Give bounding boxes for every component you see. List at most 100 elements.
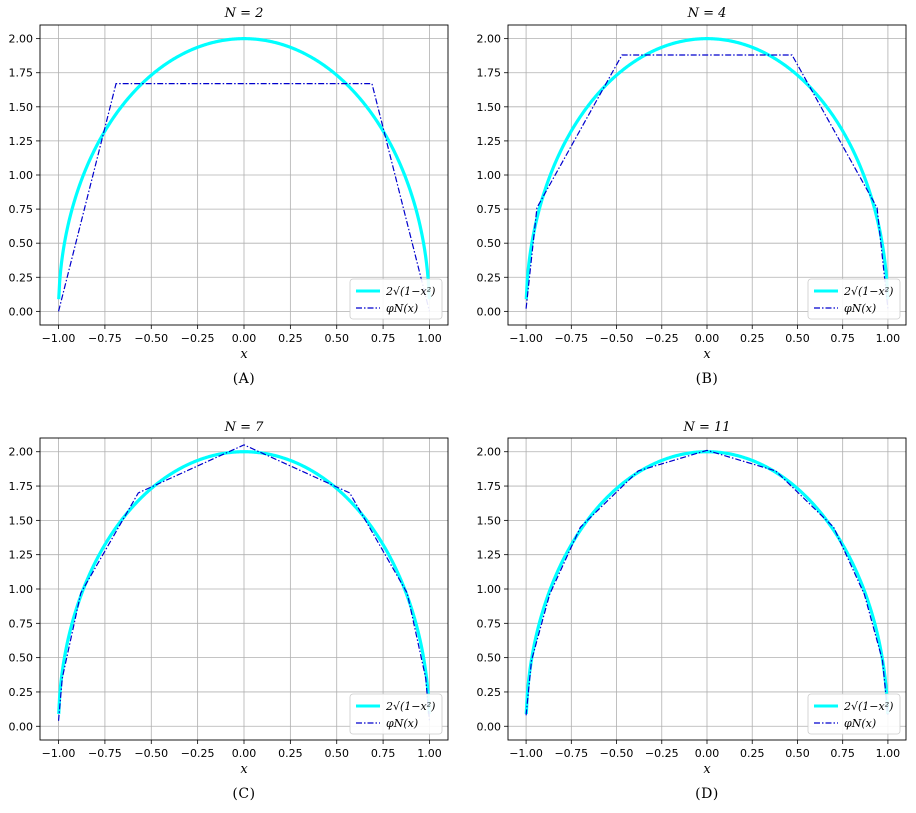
x-tick-label: −1.00: [509, 332, 543, 345]
y-tick-label: 0.25: [477, 686, 502, 699]
legend-box: [807, 693, 901, 735]
legend-label-exact: 2√(1−x²): [385, 285, 435, 298]
x-axis-label: x: [240, 347, 248, 362]
x-tick-label: −0.75: [554, 332, 588, 345]
panel-caption: (B): [696, 371, 719, 387]
y-tick-label: 2.00: [477, 33, 502, 46]
legend: 2√(1−x²) φN(x): [807, 278, 901, 320]
x-tick-label: 0.75: [830, 747, 855, 760]
legend-box: [807, 278, 901, 320]
x-tick-label: −0.50: [600, 747, 634, 760]
x-tick-label: 0.25: [278, 747, 303, 760]
x-tick-label: −0.25: [645, 747, 679, 760]
x-tick-label: −1.00: [42, 747, 76, 760]
x-tick-label: −0.75: [554, 747, 588, 760]
x-tick-label: 0.25: [278, 332, 303, 345]
x-tick-label: −1.00: [42, 332, 76, 345]
axes-frame: [39, 437, 449, 741]
axes-frame: [507, 437, 907, 741]
y-tick-label: 0.25: [9, 686, 34, 699]
y-tick-label: 1.50: [9, 101, 34, 114]
legend-label-exact: 2√(1−x²): [843, 285, 893, 298]
y-tick-label: 1.50: [477, 101, 502, 114]
y-tick-label: 0.50: [477, 652, 502, 665]
x-tick-label: 0.75: [371, 332, 396, 345]
panel-title: N = 2: [224, 6, 264, 21]
panel-title: N = 11: [682, 420, 730, 435]
x-tick-label: −1.00: [509, 747, 543, 760]
legend: 2√(1−x²) φN(x): [807, 693, 901, 735]
y-tick-label: 1.75: [9, 67, 34, 80]
y-tick-label: 1.00: [9, 169, 34, 182]
axes-frame: [39, 24, 449, 326]
legend-label-exact: 2√(1−x²): [843, 700, 893, 713]
x-tick-label: 0.75: [830, 332, 855, 345]
y-tick-label: 1.25: [477, 549, 502, 562]
panel-caption: (C): [232, 786, 255, 802]
y-tick-label: 0.75: [477, 617, 502, 630]
legend-box: [349, 693, 443, 735]
y-tick-label: 1.25: [9, 549, 34, 562]
x-tick-label: 1.00: [417, 332, 442, 345]
x-axis-label: x: [703, 762, 711, 777]
series-phi-approx: [57, 444, 431, 721]
panel-caption: (A): [233, 371, 256, 387]
y-tick-label: 0.50: [9, 237, 34, 250]
y-tick-label: 1.25: [477, 135, 502, 148]
x-tick-label: 0.25: [740, 747, 765, 760]
x-tick-label: 0.50: [785, 747, 810, 760]
legend-label-phi: φN(x): [386, 717, 418, 730]
x-tick-label: 0.00: [695, 747, 720, 760]
x-tick-label: −0.25: [645, 332, 679, 345]
y-tick-label: 0.00: [9, 305, 34, 318]
y-tick-label: 1.00: [477, 583, 502, 596]
x-tick-label: −0.50: [600, 332, 634, 345]
legend-box: [349, 278, 443, 320]
x-tick-label: 1.00: [876, 332, 901, 345]
x-tick-label: −0.25: [181, 747, 215, 760]
x-tick-label: 0.00: [695, 332, 720, 345]
y-tick-label: 1.75: [9, 480, 34, 493]
x-tick-label: 0.50: [785, 332, 810, 345]
series-exact-curve: [57, 450, 431, 715]
series-phi-approx: [525, 449, 889, 716]
x-tick-label: 0.50: [324, 747, 349, 760]
series-phi-approx: [525, 54, 889, 309]
legend-label-exact: 2√(1−x²): [385, 700, 435, 713]
y-tick-label: 0.75: [9, 203, 34, 216]
x-tick-label: 0.25: [740, 332, 765, 345]
panel-title: N = 7: [224, 420, 265, 435]
y-tick-label: 2.00: [9, 446, 34, 459]
x-tick-label: −0.75: [88, 747, 122, 760]
x-tick-label: −0.75: [88, 332, 122, 345]
series-exact-curve: [57, 37, 431, 300]
legend-label-phi: φN(x): [844, 302, 876, 315]
y-tick-label: 0.75: [9, 617, 34, 630]
y-tick-label: 1.50: [9, 514, 34, 527]
y-tick-label: 2.00: [477, 446, 502, 459]
y-tick-label: 0.50: [9, 652, 34, 665]
y-tick-label: 0.75: [477, 203, 502, 216]
x-tick-label: 0.50: [324, 332, 349, 345]
panel-title: N = 4: [687, 6, 727, 21]
y-tick-label: 0.00: [477, 305, 502, 318]
y-tick-label: 0.00: [9, 720, 34, 733]
y-tick-label: 1.50: [477, 514, 502, 527]
legend: 2√(1−x²) φN(x): [349, 693, 443, 735]
x-tick-label: 0.00: [232, 747, 257, 760]
series-phi-approx: [57, 83, 431, 312]
x-axis-label: x: [240, 762, 248, 777]
x-tick-label: −0.50: [134, 332, 168, 345]
x-tick-label: 1.00: [876, 747, 901, 760]
x-tick-label: −0.25: [181, 332, 215, 345]
y-tick-label: 0.25: [9, 271, 34, 284]
panel-caption: (D): [695, 786, 719, 802]
series-exact-curve: [524, 37, 890, 300]
y-tick-label: 0.25: [477, 271, 502, 284]
y-tick-label: 1.00: [9, 583, 34, 596]
y-tick-label: 1.00: [477, 169, 502, 182]
chart-panel-b: −1.00 −0.75 −0.50 −0.25 0.00 0.25 0.50 0.75 1.00…: [477, 6, 907, 387]
y-tick-label: 1.75: [477, 480, 502, 493]
axes-frame: [507, 24, 907, 326]
legend: 2√(1−x²) φN(x): [349, 278, 443, 320]
